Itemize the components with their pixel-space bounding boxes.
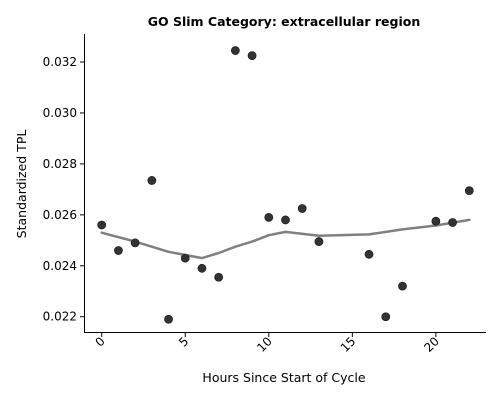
data-point (314, 237, 324, 246)
y-tick-label: 0.024 (43, 259, 77, 273)
data-point (247, 51, 257, 61)
data-point (214, 272, 224, 282)
data-point (197, 263, 207, 273)
x-tick-label: 10 (254, 334, 275, 355)
y-tick-label: 0.026 (43, 208, 77, 222)
data-point (130, 238, 140, 248)
y-tick-label: 0.032 (43, 55, 77, 69)
data-point (97, 220, 107, 230)
data-point (114, 246, 123, 255)
x-tick-label: 5 (176, 334, 191, 349)
data-point (398, 281, 407, 291)
data-point (431, 216, 441, 226)
x-tick-label: 20 (421, 334, 442, 355)
y-tick-label: 0.022 (43, 310, 77, 324)
data-point (381, 312, 391, 322)
chart-title: GO Slim Category: extracellular region (148, 14, 421, 29)
y-tick-label: 0.028 (43, 157, 77, 171)
data-point (164, 314, 173, 324)
y-axis-label: Standardized TPL (14, 130, 29, 239)
data-point (464, 186, 474, 196)
x-tick-label: 0 (93, 334, 108, 349)
data-point (230, 46, 240, 55)
y-tick-label: 0.030 (43, 106, 77, 120)
data-point (147, 176, 157, 185)
x-tick-label: 15 (338, 334, 359, 355)
x-axis-label: Hours Since Start of Cycle (202, 370, 365, 385)
data-point (297, 204, 307, 213)
data-point (281, 215, 290, 225)
data-point (364, 249, 374, 259)
scatter-points (97, 46, 474, 324)
data-point (448, 218, 457, 227)
data-point (180, 253, 190, 263)
data-point (264, 212, 274, 222)
x-axis-ticks: 0 5 10 15 20 (93, 332, 442, 355)
trend-line (100, 218, 471, 260)
y-axis-ticks: 0.022 0.024 0.026 0.028 0.030 0.032 (43, 55, 85, 324)
